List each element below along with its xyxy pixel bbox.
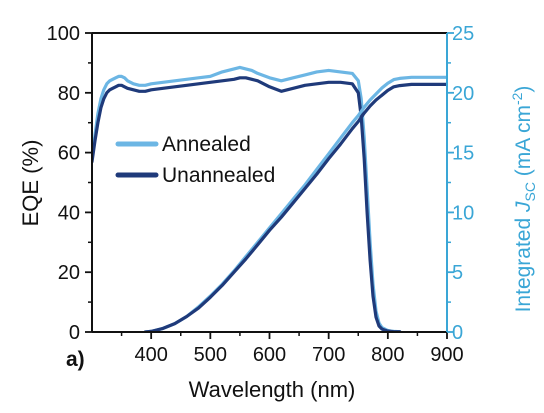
series-line-unannealed-right	[143, 82, 447, 332]
y2-title-prefix: Integrated	[512, 212, 535, 312]
legend-label-unannealed: Unannealed	[162, 164, 275, 187]
x-axis-title: Wavelength (nm)	[189, 377, 356, 402]
y2-tick-label: 25	[452, 23, 474, 45]
y-tick-label: 100	[47, 23, 80, 45]
series-line-annealed-left	[92, 65, 402, 332]
y-tick-label: 20	[58, 262, 80, 284]
y-tick-label: 60	[58, 143, 80, 165]
y2-title-italic: J	[512, 201, 535, 213]
y2-tick-label: 20	[452, 83, 474, 105]
y2-title-suffix: )	[512, 86, 535, 93]
y2-title-middle: (mA cm	[512, 105, 535, 182]
y2-tick-label: 10	[452, 202, 474, 224]
plot-area	[92, 65, 447, 332]
y-tick-label: 80	[58, 83, 80, 105]
x-tick-label: 900	[430, 344, 463, 366]
y2-tick-label: 5	[452, 262, 463, 284]
panel-label: a)	[66, 348, 85, 371]
y2-title-superscript: -2	[509, 92, 525, 105]
y2-axis-title: Integrated JSC (mA cm-2)	[509, 86, 538, 313]
x-tick-label: 600	[253, 344, 286, 366]
x-tick-label: 400	[134, 344, 167, 366]
y2-tick-label: 15	[452, 143, 474, 165]
x-tick-label: 800	[371, 344, 404, 366]
y-tick-label: 40	[58, 202, 80, 224]
x-tick-label: 500	[194, 344, 227, 366]
y2-tick-label: 0	[452, 322, 463, 344]
x-tick-label: 700	[312, 344, 345, 366]
legend-label-annealed: Annealed	[162, 133, 251, 156]
legend: Annealed Unannealed	[115, 133, 275, 187]
y-tick-label: 0	[69, 322, 80, 344]
y-axis-title: EQE (%)	[18, 140, 43, 227]
series-line-unannealed-left	[92, 76, 402, 332]
y2-title-subscript: SC	[522, 182, 538, 201]
series-line-annealed-right	[143, 75, 447, 332]
